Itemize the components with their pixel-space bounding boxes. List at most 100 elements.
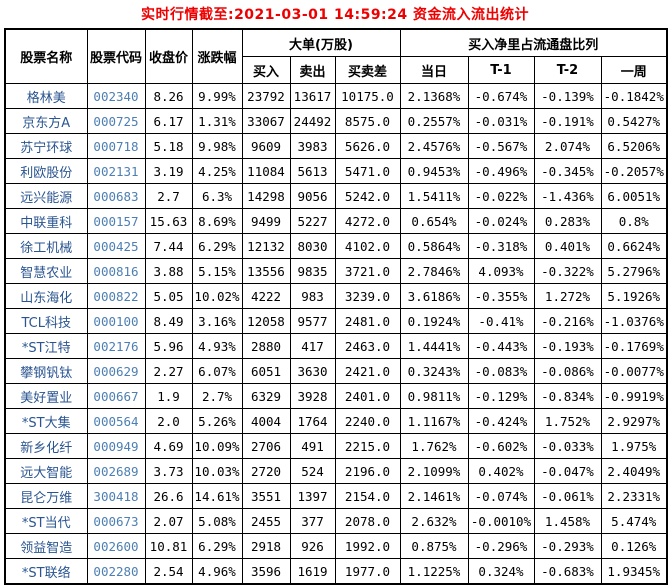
close-price-cell: 2.27	[144, 358, 193, 384]
ratio-t1-cell: -0.022%	[467, 183, 535, 209]
header-t-minus-2: T-2	[533, 56, 602, 84]
stock-code-cell[interactable]: 000683	[86, 183, 146, 209]
stock-code-cell[interactable]: 000157	[86, 208, 146, 234]
stock-name-cell[interactable]: 远兴能源	[4, 183, 88, 209]
stock-code-cell[interactable]: 002131	[86, 158, 146, 184]
ratio-t2-cell: -0.047%	[533, 458, 602, 484]
stock-code-cell[interactable]: 000100	[86, 308, 146, 334]
stock-code-cell[interactable]: 300418	[86, 483, 146, 509]
change-pct-cell: 5.26%	[191, 408, 243, 434]
stock-name-cell[interactable]: 领益智造	[4, 533, 88, 559]
close-price-cell: 26.6	[144, 483, 193, 509]
stock-name-cell[interactable]: 京东方A	[4, 108, 88, 134]
buy-sell-diff-cell: 2481.0	[334, 308, 401, 334]
buy-sell-diff-cell: 4102.0	[334, 233, 401, 259]
stock-code-cell[interactable]: 000629	[86, 358, 146, 384]
buy-volume-cell: 4004	[241, 408, 291, 434]
table-row: 苏宁环球 000718 5.18 9.98% 9609 3983 5626.0 2.4576%…	[4, 133, 668, 159]
ratio-t2-cell: -0.345%	[533, 158, 602, 184]
table-header: 股票名称 股票代码 收盘价 涨跌幅 大单(万股) 买入净里占流通盘比列 买入 卖…	[4, 28, 668, 84]
buy-sell-diff-cell: 1992.0	[334, 533, 401, 559]
stock-code-cell[interactable]: 000673	[86, 508, 146, 534]
sell-volume-cell: 9835	[289, 258, 336, 284]
table-body: 格林美 002340 8.26 9.99% 23792 13617 10175.0 2.136…	[4, 83, 668, 585]
buy-volume-cell: 11084	[241, 158, 291, 184]
ratio-t2-cell: 0.283%	[533, 208, 602, 234]
ratio-t2-cell: -0.683%	[533, 558, 602, 585]
stock-code-cell[interactable]: 000718	[86, 133, 146, 159]
ratio-today-cell: 0.2557%	[399, 108, 469, 134]
buy-volume-cell: 2706	[241, 433, 291, 459]
stock-name-cell[interactable]: 新乡化纤	[4, 433, 88, 459]
buy-volume-cell: 2720	[241, 458, 291, 484]
sell-volume-cell: 9056	[289, 183, 336, 209]
change-pct-cell: 6.29%	[191, 533, 243, 559]
header-week: 一周	[600, 56, 668, 84]
stock-code-cell[interactable]: 000822	[86, 283, 146, 309]
change-pct-cell: 4.96%	[191, 558, 243, 585]
ratio-today-cell: 0.9453%	[399, 158, 469, 184]
sell-volume-cell: 9577	[289, 308, 336, 334]
buy-sell-diff-cell: 4272.0	[334, 208, 401, 234]
ratio-t2-cell: -0.216%	[533, 308, 602, 334]
stock-code-cell[interactable]: 002176	[86, 333, 146, 359]
buy-volume-cell: 6051	[241, 358, 291, 384]
stock-name-cell[interactable]: *ST江特	[4, 333, 88, 359]
stock-code-cell[interactable]: 000564	[86, 408, 146, 434]
stock-name-cell[interactable]: 山东海化	[4, 283, 88, 309]
ratio-t1-cell: -0.602%	[467, 433, 535, 459]
buy-volume-cell: 12132	[241, 233, 291, 259]
ratio-t2-cell: 2.074%	[533, 133, 602, 159]
stock-name-cell[interactable]: 攀钢钒钛	[4, 358, 88, 384]
close-price-cell: 5.96	[144, 333, 193, 359]
header-group-net-buy-ratio: 买入净里占流通盘比列	[399, 28, 668, 57]
ratio-week-cell: 5.1926%	[600, 283, 668, 309]
ratio-t2-cell: 0.401%	[533, 233, 602, 259]
table-row: TCL科技 000100 8.49 3.16% 12058 9577 2481.0 0.192…	[4, 308, 668, 334]
sell-volume-cell: 5613	[289, 158, 336, 184]
stock-name-cell[interactable]: 中联重科	[4, 208, 88, 234]
sell-volume-cell: 926	[289, 533, 336, 559]
stock-name-cell[interactable]: 格林美	[4, 83, 88, 109]
ratio-t1-cell: -0.318%	[467, 233, 535, 259]
ratio-t1-cell: -0.074%	[467, 483, 535, 509]
ratio-t2-cell: -0.033%	[533, 433, 602, 459]
header-close-price: 收盘价	[144, 28, 193, 84]
stock-name-cell[interactable]: 徐工机械	[4, 233, 88, 259]
stock-name-cell[interactable]: *ST当代	[4, 508, 88, 534]
buy-sell-diff-cell: 2240.0	[334, 408, 401, 434]
sell-volume-cell: 24492	[289, 108, 336, 134]
stock-code-cell[interactable]: 002280	[86, 558, 146, 585]
sell-volume-cell: 3983	[289, 133, 336, 159]
stock-name-cell[interactable]: 苏宁环球	[4, 133, 88, 159]
stock-code-cell[interactable]: 000949	[86, 433, 146, 459]
stock-name-cell[interactable]: 智慧农业	[4, 258, 88, 284]
stock-name-cell[interactable]: 美好置业	[4, 383, 88, 409]
ratio-t1-cell: -0.424%	[467, 408, 535, 434]
stock-name-cell[interactable]: 远大智能	[4, 458, 88, 484]
ratio-week-cell: 0.126%	[600, 533, 668, 559]
stock-name-cell[interactable]: 利欧股份	[4, 158, 88, 184]
stock-code-cell[interactable]: 000667	[86, 383, 146, 409]
stock-code-cell[interactable]: 002600	[86, 533, 146, 559]
header-t-minus-1: T-1	[467, 56, 535, 84]
stock-name-cell[interactable]: *ST联络	[4, 558, 88, 585]
close-price-cell: 4.69	[144, 433, 193, 459]
stock-code-cell[interactable]: 000725	[86, 108, 146, 134]
ratio-today-cell: 1.1225%	[399, 558, 469, 585]
ratio-t2-cell: -0.193%	[533, 333, 602, 359]
stock-code-cell[interactable]: 000425	[86, 233, 146, 259]
change-pct-cell: 5.15%	[191, 258, 243, 284]
ratio-t1-cell: 0.402%	[467, 458, 535, 484]
stock-name-cell[interactable]: 昆仑万维	[4, 483, 88, 509]
buy-sell-diff-cell: 2421.0	[334, 358, 401, 384]
stock-code-cell[interactable]: 002340	[86, 83, 146, 109]
change-pct-cell: 5.08%	[191, 508, 243, 534]
ratio-today-cell: 0.5864%	[399, 233, 469, 259]
stock-name-cell[interactable]: TCL科技	[4, 308, 88, 334]
ratio-today-cell: 1.762%	[399, 433, 469, 459]
stock-name-cell[interactable]: *ST大集	[4, 408, 88, 434]
stock-code-cell[interactable]: 002689	[86, 458, 146, 484]
ratio-t1-cell: -0.496%	[467, 158, 535, 184]
stock-code-cell[interactable]: 000816	[86, 258, 146, 284]
